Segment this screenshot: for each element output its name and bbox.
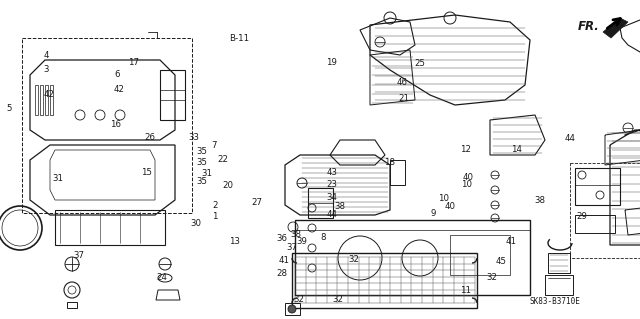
Text: 36: 36 <box>276 234 287 243</box>
Text: 19: 19 <box>326 58 337 67</box>
Text: 8: 8 <box>320 233 326 242</box>
Text: 20: 20 <box>223 181 234 189</box>
Text: 18: 18 <box>384 158 395 167</box>
Text: 21: 21 <box>398 94 409 103</box>
Bar <box>35 85 38 115</box>
Bar <box>292 253 477 308</box>
Text: 2: 2 <box>212 201 218 210</box>
Text: 42: 42 <box>44 90 54 99</box>
Text: 40: 40 <box>462 173 473 182</box>
Text: 32: 32 <box>333 295 344 304</box>
Text: 15: 15 <box>141 168 152 177</box>
Text: 17: 17 <box>128 58 139 67</box>
Text: B-11: B-11 <box>229 34 249 43</box>
Text: 29: 29 <box>576 212 587 221</box>
Text: 44: 44 <box>564 134 575 143</box>
Bar <box>390 160 405 185</box>
Bar <box>548 253 570 273</box>
Text: FR.: FR. <box>578 19 600 33</box>
Bar <box>575 215 615 233</box>
Bar <box>570 163 640 258</box>
Text: 41: 41 <box>506 237 516 246</box>
Bar <box>22 38 192 213</box>
Text: 27: 27 <box>252 198 262 207</box>
Text: 37: 37 <box>74 251 84 260</box>
Text: 38: 38 <box>534 196 545 205</box>
Text: 1: 1 <box>212 212 218 221</box>
Bar <box>545 275 573 295</box>
Text: 32: 32 <box>293 295 304 304</box>
Text: 24: 24 <box>157 273 168 282</box>
Text: 40: 40 <box>445 202 456 211</box>
Circle shape <box>288 305 296 313</box>
Bar <box>308 188 333 218</box>
Text: 16: 16 <box>110 120 121 129</box>
Text: 14: 14 <box>511 145 522 154</box>
Text: 13: 13 <box>229 237 240 246</box>
Text: 12: 12 <box>460 145 470 154</box>
Bar <box>45 85 48 115</box>
Text: 9: 9 <box>430 209 435 218</box>
Text: 34: 34 <box>326 193 337 202</box>
Text: 43: 43 <box>326 168 337 177</box>
Text: 38: 38 <box>290 230 301 239</box>
Polygon shape <box>603 18 628 38</box>
Bar <box>50 85 53 115</box>
Text: 26: 26 <box>144 133 155 142</box>
Text: 35: 35 <box>196 147 207 156</box>
Text: SK83-B3710E: SK83-B3710E <box>530 298 581 307</box>
Text: 31: 31 <box>202 169 212 178</box>
Text: 30: 30 <box>191 219 202 228</box>
Text: 7: 7 <box>211 141 217 150</box>
Text: 23: 23 <box>326 180 337 189</box>
Text: 5: 5 <box>6 104 12 113</box>
Text: 38: 38 <box>334 202 345 211</box>
Text: 25: 25 <box>415 59 426 68</box>
Text: 6: 6 <box>114 70 120 79</box>
Text: 35: 35 <box>196 177 207 186</box>
Text: 11: 11 <box>460 286 470 295</box>
Text: 41: 41 <box>278 256 289 265</box>
Text: 28: 28 <box>276 269 287 278</box>
Bar <box>450 235 510 275</box>
Text: 35: 35 <box>196 158 207 167</box>
Text: 39: 39 <box>296 237 307 246</box>
Text: 32: 32 <box>349 255 360 263</box>
Text: 3: 3 <box>44 65 49 74</box>
Text: 44: 44 <box>326 210 337 219</box>
Bar <box>40 85 43 115</box>
Text: 42: 42 <box>114 85 125 94</box>
Text: 31: 31 <box>52 174 63 183</box>
Text: 45: 45 <box>496 257 507 266</box>
Text: 37: 37 <box>287 243 298 252</box>
Text: 10: 10 <box>461 180 472 189</box>
Text: 4: 4 <box>44 51 49 60</box>
Text: 10: 10 <box>438 194 449 203</box>
Text: 32: 32 <box>486 273 497 282</box>
Text: 33: 33 <box>189 133 200 142</box>
Text: 22: 22 <box>218 155 228 164</box>
Text: 46: 46 <box>397 78 408 87</box>
